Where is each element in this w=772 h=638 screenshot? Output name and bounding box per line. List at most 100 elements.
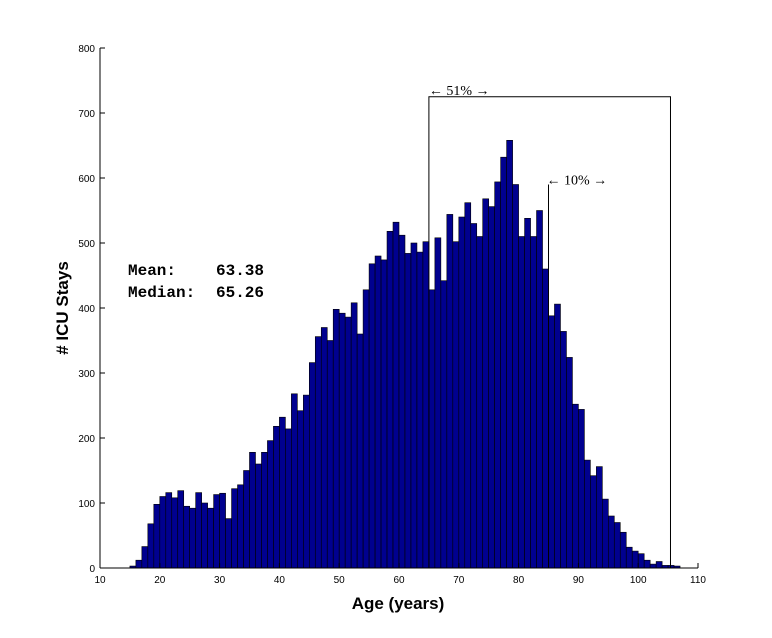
histogram-bar xyxy=(566,357,573,569)
histogram-bar xyxy=(476,236,484,569)
histogram-bar xyxy=(470,223,478,569)
histogram-bar xyxy=(201,502,208,569)
histogram-bar xyxy=(518,236,525,569)
histogram-bar xyxy=(243,470,250,569)
histogram-bar xyxy=(446,214,454,569)
histogram-bar xyxy=(249,451,256,569)
histogram-bar xyxy=(488,206,495,569)
histogram-bar xyxy=(303,394,310,569)
histogram-bar xyxy=(578,409,585,569)
annotation-51-percent: ← 51% → xyxy=(429,84,490,99)
mean-value: 63.38 xyxy=(216,262,264,280)
histogram-bar xyxy=(434,237,442,569)
y-tick-label: 700 xyxy=(78,109,95,120)
histogram-bar xyxy=(655,561,663,569)
histogram-bar xyxy=(607,515,615,569)
x-axis-title: Age (years) xyxy=(352,594,445,613)
histogram-bar xyxy=(297,410,304,569)
histogram-bar xyxy=(356,333,364,569)
histogram-bar xyxy=(159,496,167,569)
histogram-bar xyxy=(171,497,179,569)
histogram-bar xyxy=(279,416,286,569)
histogram-bar xyxy=(482,198,490,569)
histogram-bar xyxy=(189,507,196,569)
histogram-bar xyxy=(308,362,316,569)
axes-group: 10 20 30 40 50 60 70 80 90 100 110 0 100 200 300 400 500… xyxy=(78,44,706,586)
bracket-51-percent xyxy=(428,96,671,568)
y-tick-label: 800 xyxy=(78,44,95,55)
histogram-bar xyxy=(631,550,639,569)
histogram-bar xyxy=(207,507,214,569)
histogram-bar xyxy=(512,184,519,569)
x-tick-label: 100 xyxy=(630,575,647,586)
histogram-bar xyxy=(195,492,202,569)
x-tick-label: 60 xyxy=(393,575,405,586)
y-tick-label: 300 xyxy=(78,369,95,380)
histogram-bar xyxy=(314,336,322,569)
y-tick-label: 500 xyxy=(78,239,95,250)
histogram-bar xyxy=(141,546,149,569)
histogram-bar xyxy=(362,289,370,569)
histogram-bar xyxy=(458,216,466,569)
histogram-bar xyxy=(643,559,651,569)
histogram-bar xyxy=(440,280,448,569)
y-tick-label: 0 xyxy=(89,564,95,575)
histogram-bar xyxy=(590,475,597,569)
x-tick-label: 20 xyxy=(154,575,166,586)
histogram-bar xyxy=(165,492,173,569)
histogram-bar xyxy=(619,531,627,569)
histogram-bar xyxy=(500,156,507,569)
median-value: 65.26 xyxy=(216,284,264,302)
histogram-bar xyxy=(231,488,238,569)
histogram-bar xyxy=(261,451,268,569)
y-tick-label: 100 xyxy=(78,499,95,510)
y-axis-title: # ICU Stays xyxy=(53,261,72,355)
annotation-10-percent: ← 10% → xyxy=(547,174,608,189)
histogram-bar xyxy=(613,522,621,569)
histogram-bar xyxy=(255,463,262,569)
histogram-bar xyxy=(560,331,567,569)
histogram-bar xyxy=(219,492,226,569)
histogram-bar xyxy=(374,255,382,569)
histogram-bar xyxy=(135,559,143,569)
y-tick-label: 600 xyxy=(78,174,95,185)
histogram-bar xyxy=(147,523,155,569)
histogram-bar xyxy=(548,315,555,569)
y-tick-label: 400 xyxy=(78,304,95,315)
histogram-bar xyxy=(338,312,346,569)
histogram-bar xyxy=(213,494,220,569)
histogram-bar xyxy=(625,546,633,569)
annotations-group: ← 51% → ← 10% → xyxy=(428,84,671,568)
histogram-bar xyxy=(602,498,609,569)
histogram-bar xyxy=(344,316,352,569)
histogram-bar xyxy=(506,140,513,569)
histogram-bar xyxy=(392,221,400,569)
histogram-bar xyxy=(386,231,394,569)
histogram-bar xyxy=(637,553,645,569)
histogram-bar xyxy=(649,563,657,569)
mean-label: Mean: xyxy=(128,262,176,280)
median-label: Median: xyxy=(128,284,195,302)
histogram-bar xyxy=(572,403,579,569)
x-tick-label: 10 xyxy=(94,575,106,586)
x-tick-label: 30 xyxy=(214,575,226,586)
stats-box: Mean: 63.38 Median: 65.26 xyxy=(128,262,264,302)
x-tick-label: 70 xyxy=(453,575,465,586)
histogram-bar xyxy=(285,428,292,569)
histogram-bar xyxy=(177,490,185,569)
x-tick-label: 80 xyxy=(513,575,525,586)
histogram-bar xyxy=(404,253,412,569)
histogram-bar xyxy=(332,308,340,569)
histogram-bar xyxy=(273,425,280,569)
histogram-bar xyxy=(410,242,418,569)
histogram-bar xyxy=(225,518,232,569)
histogram-bar xyxy=(428,289,436,569)
y-tick-label: 200 xyxy=(78,434,95,445)
histogram-bar xyxy=(183,505,191,569)
x-tick-label: 50 xyxy=(334,575,346,586)
histogram-bar xyxy=(380,259,388,569)
histogram-bar xyxy=(237,484,244,569)
histogram-bar xyxy=(530,236,537,569)
histogram-bar xyxy=(320,327,328,569)
